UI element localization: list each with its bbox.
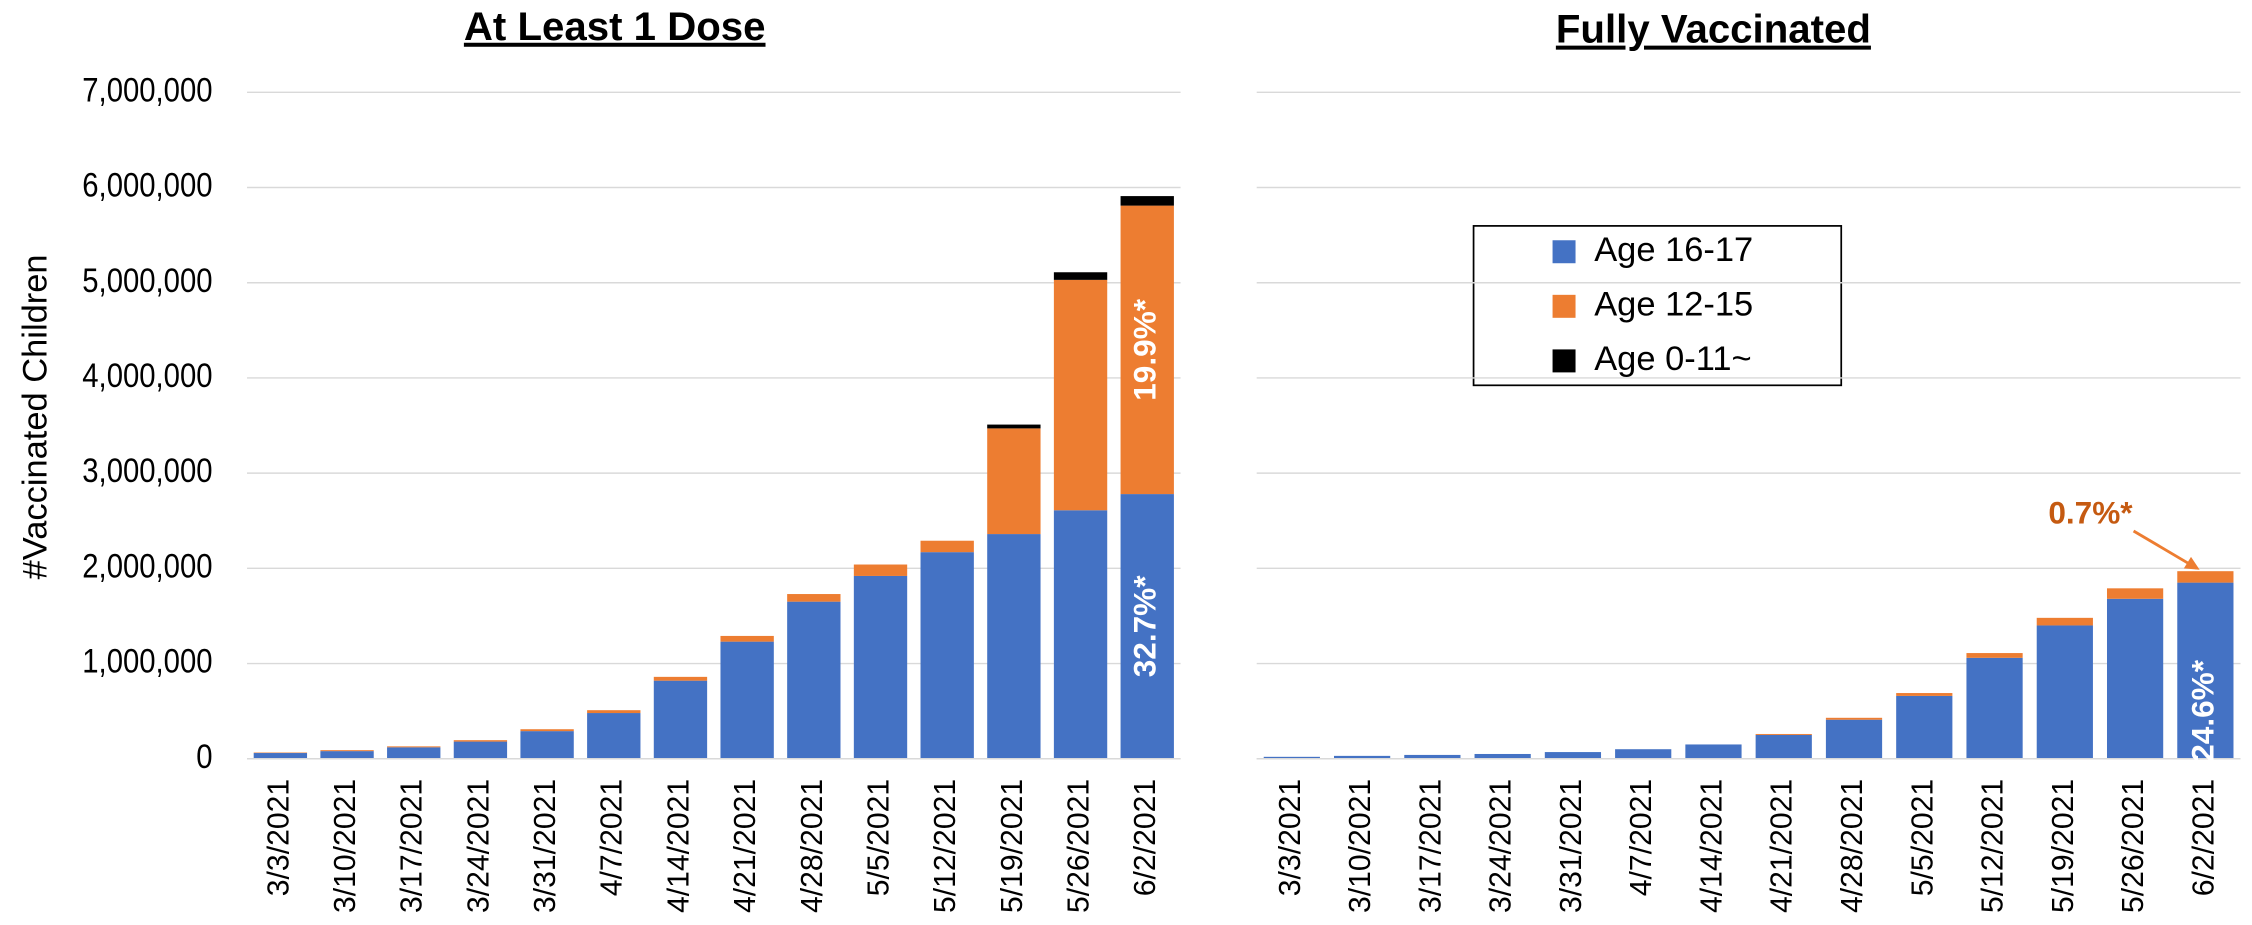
x-tick-label: 5/26/2021 [2117, 779, 2150, 913]
bar-segment [1545, 752, 1601, 759]
x-tick-label: 5/12/2021 [929, 779, 962, 913]
bar-segment [854, 576, 907, 759]
bar-segment [2107, 599, 2163, 759]
y-tick-label: 2,000,000 [82, 546, 212, 585]
bar-segment [787, 602, 840, 759]
y-tick-label: 5,000,000 [82, 261, 212, 300]
bar-segment [1685, 744, 1741, 758]
legend-swatch [1553, 295, 1576, 318]
x-tick-label: 4/28/2021 [796, 779, 829, 913]
x-tick-label: 4/14/2021 [662, 779, 695, 913]
bar-segment [654, 681, 707, 759]
legend-label: Age 16-17 [1594, 231, 1753, 269]
x-tick-label: 4/7/2021 [596, 779, 629, 896]
chart-title: Fully Vaccinated [1556, 7, 1871, 52]
x-tick-label: 4/28/2021 [1836, 779, 1869, 913]
bar-segment [1756, 734, 1812, 735]
bar-segment [387, 746, 440, 747]
x-tick-label: 3/10/2021 [329, 779, 362, 913]
x-tick-label: 6/2/2021 [2187, 779, 2220, 896]
chart-title: At Least 1 Dose [464, 4, 766, 49]
bar-segment [587, 713, 640, 759]
bar-segment [1054, 280, 1107, 510]
x-tick-label: 4/21/2021 [729, 779, 762, 913]
x-tick-label: 3/3/2021 [1274, 779, 1307, 896]
bar-segment [2037, 618, 2093, 626]
bar-segment [387, 747, 440, 758]
x-tick-label: 5/19/2021 [2047, 779, 2080, 913]
x-tick-label: 5/19/2021 [996, 779, 1029, 913]
x-tick-label: 3/24/2021 [462, 779, 495, 913]
bar-segment [987, 428, 1040, 534]
y-tick-label: 7,000,000 [82, 70, 212, 109]
x-tick-label: 4/14/2021 [1695, 779, 1728, 913]
bar-segment [921, 541, 974, 552]
legend-swatch [1553, 349, 1576, 372]
bar-segment [1756, 735, 1812, 759]
bar-segment [987, 425, 1040, 429]
bar-segment [1054, 272, 1107, 280]
bar-segment [921, 552, 974, 759]
x-tick-label: 3/31/2021 [529, 779, 562, 913]
x-tick-label: 5/12/2021 [1977, 779, 2010, 913]
x-tick-label: 3/17/2021 [396, 779, 429, 913]
bar-segment [1054, 510, 1107, 758]
bar-segment [1615, 749, 1671, 759]
legend-label: Age 12-15 [1594, 285, 1753, 323]
y-axis-label: #Vaccinated Children [16, 254, 54, 579]
bar-segment [1826, 718, 1882, 720]
x-tick-label: 6/2/2021 [1129, 779, 1162, 896]
x-tick-label: 5/5/2021 [1906, 779, 1939, 896]
bar-segment [787, 594, 840, 602]
bar-segment [1966, 653, 2022, 658]
annotation: 32.7%* [1127, 575, 1163, 678]
bar-segment [2107, 588, 2163, 598]
bar-segment [1826, 720, 1882, 759]
annotation: 0.7%* [2048, 495, 2133, 531]
legend-label: Age 0-11~ [1594, 340, 1751, 378]
bar-segment [320, 751, 373, 759]
x-tick-label: 4/7/2021 [1625, 779, 1658, 896]
x-tick-label: 3/17/2021 [1414, 779, 1447, 913]
bar-segment [654, 677, 707, 681]
bar-segment [987, 534, 1040, 759]
x-tick-label: 3/3/2021 [262, 779, 295, 896]
x-tick-label: 3/31/2021 [1555, 779, 1588, 913]
bar-segment [520, 729, 573, 731]
bar-segment [1121, 196, 1174, 206]
bar-segment [1966, 658, 2022, 759]
x-tick-label: 5/5/2021 [862, 779, 895, 896]
bar-segment [320, 750, 373, 751]
x-tick-label: 3/10/2021 [1344, 779, 1377, 913]
bar-segment [720, 642, 773, 759]
bar-segment [720, 636, 773, 642]
x-tick-label: 5/26/2021 [1063, 779, 1096, 913]
legend-swatch [1553, 240, 1576, 263]
bar-segment [454, 742, 507, 759]
bar-segment [854, 565, 907, 576]
y-tick-label: 0 [196, 737, 212, 776]
x-tick-label: 3/24/2021 [1485, 779, 1518, 913]
y-tick-label: 3,000,000 [82, 451, 212, 490]
annotation: 19.9%* [1127, 298, 1163, 401]
y-tick-label: 1,000,000 [82, 641, 212, 680]
y-tick-label: 4,000,000 [82, 356, 212, 395]
y-tick-label: 6,000,000 [82, 165, 212, 204]
bar-segment [1896, 693, 1952, 696]
bar-segment [520, 731, 573, 759]
x-tick-label: 4/21/2021 [1766, 779, 1799, 913]
bar-segment [1896, 696, 1952, 759]
bar-segment [454, 740, 507, 741]
annotation-arrow [2134, 531, 2197, 568]
bar-segment [2037, 625, 2093, 758]
annotation: 24.6%* [2185, 659, 2221, 762]
bar-segment [254, 753, 307, 759]
bar-segment [587, 710, 640, 713]
bar-segment [2177, 571, 2233, 582]
